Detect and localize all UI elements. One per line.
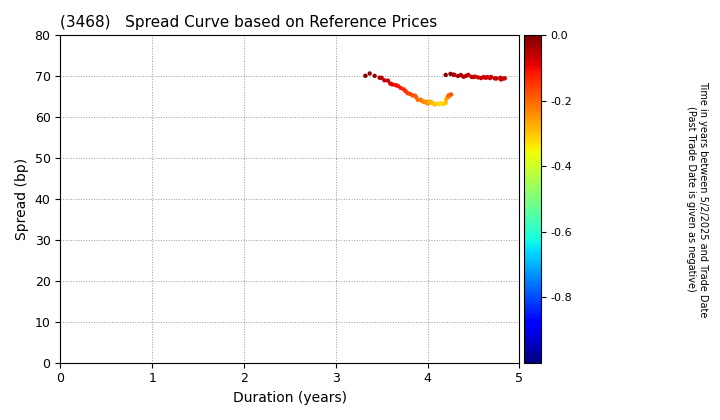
Y-axis label: Time in years between 5/2/2025 and Trade Date
(Past Trade Date is given as negat: Time in years between 5/2/2025 and Trade…: [686, 81, 708, 317]
X-axis label: Duration (years): Duration (years): [233, 391, 347, 405]
Point: [426, 99, 437, 106]
Point: [390, 82, 402, 89]
Point: [418, 98, 430, 105]
Point: [416, 98, 428, 105]
Point: [440, 71, 451, 78]
Point: [412, 97, 423, 103]
Point: [442, 94, 454, 100]
Point: [445, 91, 456, 98]
Point: [374, 74, 385, 81]
Point: [475, 75, 487, 81]
Point: [398, 86, 410, 93]
Point: [495, 74, 506, 81]
Point: [435, 100, 446, 107]
Point: [485, 74, 497, 80]
Point: [392, 83, 404, 89]
Point: [467, 74, 479, 80]
Point: [395, 85, 407, 92]
Point: [469, 73, 481, 80]
Y-axis label: Spread (bp): Spread (bp): [15, 158, 29, 240]
Point: [400, 88, 411, 94]
Point: [472, 74, 484, 81]
Point: [491, 75, 503, 82]
Point: [428, 101, 440, 108]
Point: [489, 75, 500, 82]
Point: [409, 92, 420, 99]
Point: [359, 72, 371, 79]
Point: [445, 71, 456, 77]
Point: [482, 74, 493, 81]
Point: [418, 99, 430, 105]
Point: [447, 71, 459, 78]
Point: [485, 75, 496, 81]
Point: [410, 94, 422, 101]
Point: [441, 96, 452, 103]
Point: [437, 101, 449, 108]
Point: [387, 81, 398, 88]
Point: [423, 100, 434, 106]
Text: (3468)   Spread Curve based on Reference Prices: (3468) Spread Curve based on Reference P…: [60, 15, 438, 30]
Point: [480, 74, 491, 81]
Point: [495, 76, 507, 83]
Point: [427, 100, 438, 106]
Point: [404, 91, 415, 97]
Point: [420, 98, 431, 105]
Point: [402, 90, 413, 97]
Point: [478, 74, 490, 80]
Point: [438, 100, 450, 107]
Point: [442, 94, 454, 101]
Point: [382, 77, 394, 84]
Point: [499, 75, 510, 81]
Point: [425, 98, 436, 105]
Point: [415, 97, 427, 103]
Point: [407, 92, 418, 99]
Point: [379, 77, 390, 84]
Point: [458, 74, 469, 80]
Point: [449, 71, 460, 78]
Point: [433, 100, 445, 107]
Point: [364, 70, 375, 77]
Point: [444, 92, 455, 99]
Point: [440, 100, 451, 106]
Point: [423, 98, 435, 105]
Point: [498, 75, 509, 82]
Point: [466, 74, 477, 80]
Point: [452, 73, 464, 79]
Point: [455, 72, 467, 79]
Point: [443, 92, 454, 99]
Point: [421, 100, 433, 107]
Point: [384, 80, 396, 87]
Point: [369, 73, 380, 79]
Point: [460, 73, 472, 79]
Point: [423, 99, 435, 105]
Point: [421, 99, 433, 105]
Point: [376, 74, 387, 81]
Point: [462, 71, 474, 78]
Point: [431, 100, 443, 107]
